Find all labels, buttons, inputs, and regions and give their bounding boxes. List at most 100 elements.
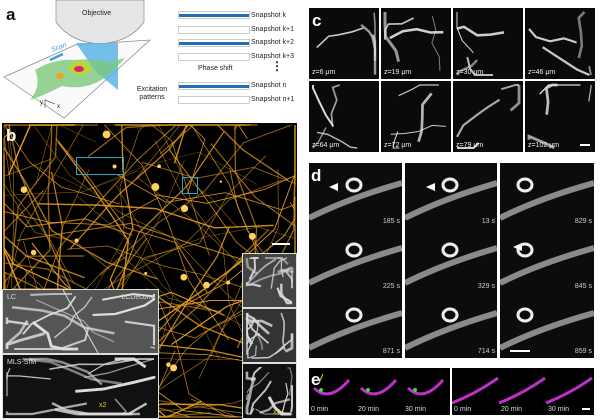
- arrowhead-icon: [329, 183, 338, 191]
- dendrite: [150, 346, 155, 349]
- dendrite: [92, 297, 156, 317]
- dendrite: [255, 408, 279, 415]
- time-label: 859 s: [574, 348, 592, 355]
- soma: [203, 281, 210, 289]
- depth-slice: z=6 μm: [309, 8, 379, 79]
- depth-slice: z=30 μm: [453, 8, 523, 79]
- time-label: 20 min: [358, 406, 380, 413]
- neurite: [141, 160, 296, 185]
- dendrite: [527, 134, 555, 150]
- dendrite: [500, 180, 594, 221]
- soma: [226, 280, 231, 285]
- dendrite: [316, 131, 358, 149]
- objective-lens: [55, 0, 145, 45]
- lc-label: LC: [7, 294, 16, 301]
- dendrite: [539, 84, 581, 95]
- spine-head: [345, 177, 363, 193]
- neurite: [87, 124, 251, 157]
- snapshot-label: Snapshot n+1: [251, 96, 295, 103]
- mls-sim-label: MLS-SIM: [7, 359, 37, 366]
- depth-label: z=79 μm: [456, 142, 484, 149]
- dendrite: [501, 84, 519, 91]
- soma: [180, 273, 188, 281]
- dendrite: [309, 180, 402, 221]
- dendrite: [500, 310, 594, 351]
- dendrite: [22, 357, 123, 385]
- neurite: [55, 138, 208, 294]
- lcdeconv-label: LCDeconv: [121, 294, 154, 301]
- dendrite: [457, 142, 480, 149]
- depth-slice: z=64 μm: [309, 81, 379, 152]
- dendrite: [245, 376, 256, 414]
- dendrite: [398, 84, 439, 97]
- depth-label: z=102 μm: [528, 142, 560, 149]
- dendrite: [360, 24, 377, 61]
- panel-a-label: a: [6, 5, 16, 24]
- snapshot-label: Snapshot k+2: [251, 39, 295, 46]
- neurite: [159, 124, 247, 155]
- marker-puncta: [319, 388, 323, 392]
- dendrite: [588, 65, 592, 76]
- snapshot-bar: [178, 96, 250, 104]
- dendrite: [31, 320, 79, 351]
- dendrite: [270, 257, 288, 289]
- dendrite: [456, 25, 505, 37]
- soma: [157, 164, 161, 169]
- dendrite: [245, 258, 259, 275]
- roi-box: [182, 177, 198, 194]
- dendrite: [6, 367, 11, 397]
- dendrite: [392, 131, 400, 149]
- panel-b-label: b: [6, 126, 17, 145]
- dendrite: [30, 292, 73, 296]
- dendrite: [588, 85, 592, 102]
- dendrite: [287, 367, 293, 396]
- dendrite: [245, 371, 256, 381]
- axis-label-x: x: [57, 104, 60, 110]
- dendrite: [280, 283, 292, 305]
- depth-label: z=46 μm: [528, 69, 556, 76]
- membrane: [359, 379, 398, 396]
- neurite: [292, 125, 296, 209]
- snapshot-bar: [178, 39, 250, 47]
- microscope-schematic: Scan: [3, 0, 151, 119]
- scale-bar: [272, 243, 290, 245]
- dendrite: [405, 180, 497, 221]
- time-label: 30 min: [548, 406, 570, 413]
- arrow-icon: [318, 373, 324, 384]
- time-label: 845 s: [574, 283, 592, 290]
- snapshot-bar: [178, 26, 250, 34]
- dendrite: [247, 319, 259, 358]
- time-label: 829 s: [574, 218, 592, 225]
- time-label: 714 s: [477, 348, 495, 355]
- dendrite: [114, 357, 147, 369]
- marker-puncta: [413, 388, 417, 392]
- membrane: [498, 376, 546, 405]
- neurite: [135, 124, 243, 179]
- dendrite: [390, 124, 447, 135]
- soma: [20, 186, 28, 194]
- dendrite: [455, 59, 479, 76]
- neurite: [187, 196, 296, 304]
- depth-slice: z=46 μm: [525, 8, 595, 79]
- soma: [219, 180, 223, 183]
- neurite: [40, 124, 177, 300]
- depth-label: z=6 μm: [312, 69, 336, 76]
- time-label: 0 min: [454, 406, 472, 413]
- membrane: [406, 379, 445, 396]
- soma: [180, 204, 189, 213]
- dendrite: [35, 299, 115, 343]
- neurite: [230, 124, 248, 139]
- roi-box: [76, 157, 124, 175]
- dendrite: [11, 306, 115, 335]
- arrowhead-icon: [513, 243, 522, 251]
- dendrite: [275, 334, 293, 354]
- neurite: [11, 124, 98, 266]
- depth-label: z=72 μm: [384, 142, 412, 149]
- dendrite: [312, 85, 335, 127]
- dendrite: [278, 382, 289, 415]
- membrane: [312, 379, 351, 396]
- neurite: [158, 299, 257, 418]
- arrowhead-icon: [426, 183, 435, 191]
- magnification-label: x2: [273, 409, 281, 416]
- ellipsis: ⋮: [271, 59, 283, 73]
